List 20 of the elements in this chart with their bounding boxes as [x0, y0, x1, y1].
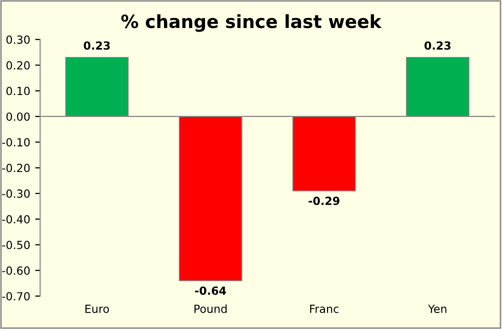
x-tick-label: Pound	[194, 304, 227, 314]
y-tick-label: -0.30	[2, 189, 30, 198]
data-label: 0.23	[424, 41, 451, 50]
y-tick-label: -0.40	[2, 215, 30, 224]
data-label: -0.29	[308, 196, 340, 206]
x-tick-label: Franc	[310, 304, 338, 314]
y-tick-label: -0.60	[2, 266, 30, 275]
x-tick-label: Yen	[428, 304, 446, 314]
y-tick-label: 0.30	[6, 35, 30, 44]
data-label: -0.64	[195, 286, 226, 295]
y-tick-label: -0.70	[2, 292, 30, 300]
y-tick-label: 0.00	[6, 112, 30, 121]
x-tick-label: Euro	[85, 304, 109, 314]
y-tick-label: 0.20	[6, 61, 30, 70]
y-tick-label: 0.10	[6, 86, 30, 96]
data-label: 0.23	[84, 41, 110, 50]
chart-title: % change since last week	[121, 14, 382, 32]
y-tick-label: -0.50	[2, 240, 30, 250]
y-tick-label: -0.20	[2, 164, 30, 172]
y-tick-label: -0.10	[2, 138, 30, 147]
